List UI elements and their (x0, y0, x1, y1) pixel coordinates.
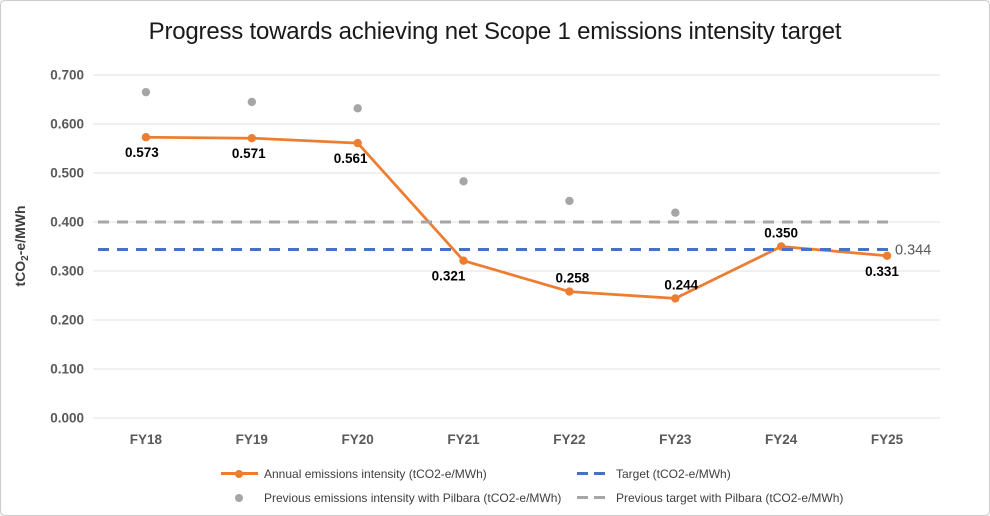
scatter-point (247, 97, 257, 107)
line-point (671, 294, 680, 303)
scatter-point (671, 208, 680, 217)
y-tick-label: 0.000 (50, 411, 84, 426)
series-target-dashed-line: 0.344 (98, 242, 931, 258)
x-tick-label: FY22 (553, 432, 585, 447)
series-annual-intensity-line (141, 133, 892, 303)
line-point (459, 256, 468, 265)
y-tick-label: 0.200 (50, 313, 84, 328)
legend-label: Previous target with Pilbara (tCO2-e/MWh… (616, 490, 844, 505)
data-label: 0.561 (334, 151, 368, 166)
data-labels: 0.573 0.571 0.561 0.321 0.258 0.244 0.350 0.331 (125, 145, 899, 292)
y-tick-label: 0.500 (50, 166, 84, 181)
y-tick-label: 0.100 (50, 362, 84, 377)
annual-line-marker-icon (219, 472, 259, 475)
gridlines (93, 74, 940, 419)
scatter-point (459, 177, 468, 186)
scatter-point (565, 196, 574, 206)
data-label: 0.331 (865, 264, 899, 279)
previous-target-dashes-marker-icon (571, 496, 611, 499)
scatter-point (353, 104, 362, 113)
line-point (353, 138, 362, 148)
legend-label: Target (tCO2-e/MWh) (616, 466, 731, 481)
y-tick-label: 0.700 (50, 68, 84, 83)
target-end-label: 0.344 (895, 242, 931, 258)
legend-item-previous-emissions-intensity: Previous emissions intensity with Pilbar… (219, 489, 571, 506)
x-tick-label: FY25 (871, 432, 904, 447)
legend-label: Annual emissions intensity (tCO2-e/MWh) (264, 466, 487, 481)
y-tick-label: 0.400 (50, 215, 84, 230)
y-tick-label: 0.300 (50, 264, 84, 279)
line-point (565, 287, 574, 296)
data-label: 0.244 (664, 277, 698, 292)
data-label: 0.571 (232, 146, 266, 161)
data-label: 0.573 (125, 145, 159, 160)
legend-item-previous-target: Previous target with Pilbara (tCO2-e/MWh… (571, 489, 843, 506)
legend-item-annual-emissions-intensity: Annual emissions intensity (tCO2-e/MWh) (219, 465, 571, 482)
x-axis-tick-labels: FY18 FY19 FY20 FY21 FY22 FY23 FY24 FY25 (130, 432, 904, 447)
data-label: 0.258 (556, 271, 590, 286)
target-dashes-marker-icon (571, 472, 611, 475)
x-tick-label: FY18 (130, 432, 163, 447)
x-tick-label: FY21 (447, 432, 480, 447)
x-tick-label: FY23 (659, 432, 692, 447)
previous-dot-marker-icon (219, 493, 259, 502)
legend-label: Previous emissions intensity with Pilbar… (264, 490, 562, 505)
data-label: 0.350 (764, 226, 798, 241)
data-label: 0.321 (432, 269, 466, 284)
series-previous-intensity-dots (141, 87, 680, 217)
y-tick-label: 0.600 (50, 117, 84, 132)
legend-item-target: Target (tCO2-e/MWh) (571, 465, 843, 482)
scatter-point (141, 87, 151, 97)
y-axis-title: tCO2-e/MWh (12, 206, 31, 287)
y-axis-tick-labels: 0.000 0.100 0.200 0.300 0.400 0.500 0.600 0.700 (50, 68, 84, 426)
line-point (882, 251, 892, 261)
chart-legend: Annual emissions intensity (tCO2-e/MWh) … (219, 465, 843, 506)
line-point (141, 133, 151, 142)
chart-title: Progress towards achieving net Scope 1 e… (148, 18, 842, 45)
line-point (247, 134, 257, 143)
x-tick-label: FY24 (765, 432, 798, 447)
x-tick-label: FY19 (236, 432, 268, 447)
x-tick-label: FY20 (342, 432, 374, 447)
